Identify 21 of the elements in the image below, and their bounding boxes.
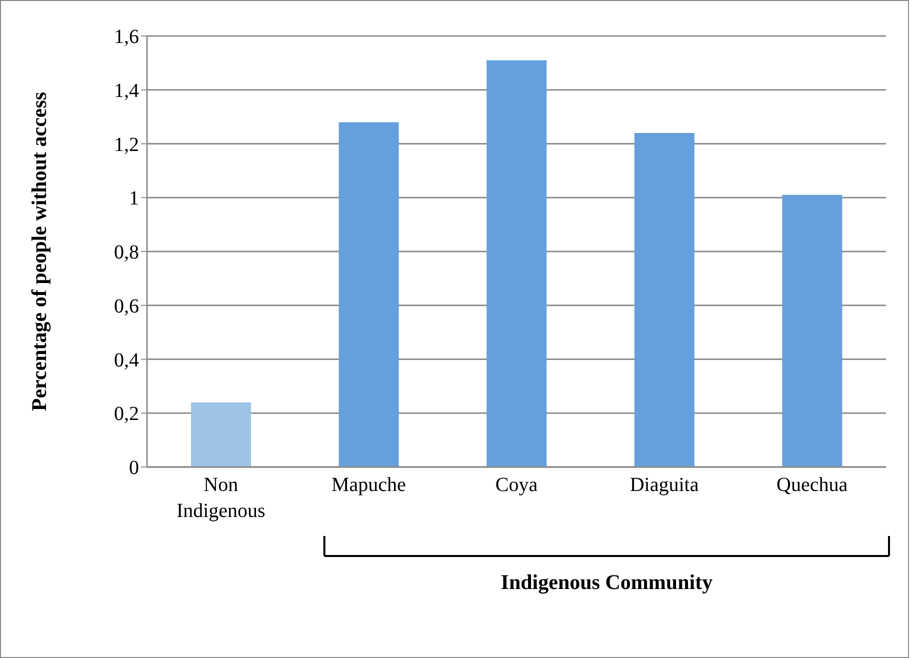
bar	[191, 402, 251, 467]
x-axis-title: Indigenous Community	[500, 570, 714, 594]
y-tick-label: 0	[129, 457, 139, 480]
y-tick-label: 0,8	[114, 242, 139, 264]
y-tick-label: 1,4	[114, 80, 139, 102]
y-tick-label: 1,2	[114, 134, 139, 156]
y-tick-label: 1,6	[114, 26, 139, 48]
bar	[338, 122, 399, 467]
x-tick-label: Mapuche	[331, 474, 406, 496]
y-axis-title: Percentage of people without access	[27, 92, 51, 412]
y-tick-label: 0,6	[114, 295, 139, 318]
y-tick-label: 0,2	[114, 403, 139, 426]
y-tick-label: 0,4	[114, 349, 139, 372]
x-tick-label: Non Indigenous	[176, 474, 266, 522]
x-tick-label: Quechua	[776, 474, 848, 496]
x-tick-label: Diaguita	[630, 474, 699, 496]
x-tick-label: Coya	[495, 474, 538, 496]
bar	[782, 194, 842, 467]
y-tick-label: 1	[129, 188, 139, 210]
bar	[486, 60, 547, 467]
bar	[634, 132, 694, 467]
